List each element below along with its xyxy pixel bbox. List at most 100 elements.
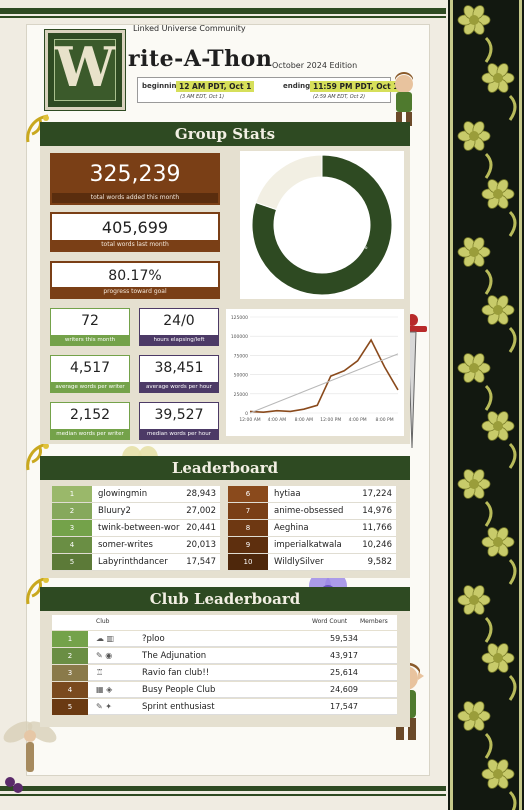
total-words-label: total words added this month bbox=[52, 193, 218, 203]
rank-badge: 3 bbox=[52, 520, 92, 536]
writer-name: anime-obsessed bbox=[274, 506, 344, 516]
rank-badge: 5 bbox=[52, 554, 92, 570]
flourish-ornament bbox=[26, 442, 49, 471]
leaderboard-row: 2 Bluury2 27,002 bbox=[52, 503, 220, 520]
writer-name: glowingmin bbox=[98, 489, 148, 499]
floral-side-border bbox=[448, 0, 524, 810]
top-border-thin bbox=[0, 16, 446, 18]
x-tick-label: 12:00 AM bbox=[239, 417, 260, 423]
members-col-header: Members bbox=[360, 618, 388, 625]
median-writer-value: 2,152 bbox=[69, 407, 111, 423]
writer-words: 9,582 bbox=[367, 557, 392, 567]
hourly-words-line-chart: 0 25000 50000 75000 100000 125000 12:00 AM 4:00… bbox=[226, 309, 404, 436]
rank-badge: 8 bbox=[228, 520, 268, 536]
y-tick-label: 0 bbox=[245, 411, 248, 417]
y-tick-label: 125000 bbox=[231, 315, 248, 321]
words-series-line bbox=[249, 338, 399, 414]
writer-words: 20,013 bbox=[186, 540, 216, 550]
total-words-value: 325,239 bbox=[89, 162, 181, 187]
club-name: The Adjunation bbox=[142, 651, 207, 661]
x-tick-label: 8:00 AM bbox=[295, 417, 314, 423]
x-tick-label: 4:00 PM bbox=[349, 417, 367, 423]
logo-letter: W bbox=[54, 35, 116, 99]
writer-words: 10,246 bbox=[362, 540, 392, 550]
dragonfly-fairy-icon bbox=[3, 721, 57, 793]
x-tick-label: 4:00 AM bbox=[268, 417, 287, 423]
leaderboard-row: 4 somer-writes 20,013 bbox=[52, 537, 220, 554]
progress-card: 80.17% progress toward goal bbox=[50, 261, 220, 299]
rank-badge: 1 bbox=[52, 631, 88, 647]
ending-label: ending: bbox=[283, 82, 313, 90]
club-word-count: 59,534 bbox=[330, 634, 358, 643]
rank-badge: 4 bbox=[52, 682, 88, 698]
last-month-card: 405,699 total words last month bbox=[50, 212, 220, 252]
club-word-count: 24,609 bbox=[330, 685, 358, 694]
last-month-value: 405,699 bbox=[101, 218, 169, 237]
writer-name: somer-writes bbox=[98, 540, 153, 550]
leaderboard-row: 5 Labyrinthdancer 17,547 bbox=[52, 554, 220, 571]
x-tick-label: 12:00 PM bbox=[320, 417, 341, 423]
writer-words: 17,547 bbox=[186, 557, 216, 567]
rank-badge: 2 bbox=[52, 648, 88, 664]
logo: W bbox=[44, 29, 126, 111]
writer-name: hytiaa bbox=[274, 489, 301, 499]
avg-hour-label: average words per hour bbox=[140, 382, 218, 392]
progress-value: 80.17% bbox=[108, 268, 162, 284]
rank-badge: 4 bbox=[52, 537, 92, 553]
top-border bbox=[0, 8, 446, 14]
club-icons: ✎ ✦ bbox=[96, 702, 112, 711]
club-word-count: 25,614 bbox=[330, 668, 358, 677]
rank-badge: 2 bbox=[52, 503, 92, 519]
ending-sub: (2:59 AM EDT, Oct 2) bbox=[313, 94, 366, 100]
avg-writer-value: 4,517 bbox=[69, 360, 111, 376]
writers-label: writers this month bbox=[51, 335, 129, 345]
leaderboard-header: Leaderboard bbox=[40, 456, 410, 480]
edition-label: October 2024 Edition bbox=[272, 61, 358, 70]
rank-badge: 10 bbox=[228, 554, 268, 570]
club-name: Ravio fan club!! bbox=[142, 668, 210, 678]
rank-badge: 6 bbox=[228, 486, 268, 502]
leaderboard-row: 3 twink-between-wor 20,441 bbox=[52, 520, 220, 537]
rank-badge: 5 bbox=[52, 699, 88, 715]
avg-hour-value: 38,451 bbox=[154, 360, 204, 376]
avg-writer-label: average words per writer bbox=[51, 382, 129, 392]
y-tick-label: 100000 bbox=[231, 334, 248, 340]
beginning-label: beginning: bbox=[142, 82, 185, 90]
writer-name: Aeghina bbox=[274, 523, 309, 533]
leaderboard-row: 10 WildlySilver 9,582 bbox=[228, 554, 396, 571]
leaderboard-row: 6 hytiaa 17,224 bbox=[228, 486, 396, 503]
club-icons: ▦ ◈ bbox=[96, 685, 113, 694]
club-row: 5 ✎ ✦ Sprint enthusiast 17,547 bbox=[52, 699, 397, 715]
total-words-card: 325,239 total words added this month bbox=[50, 153, 220, 205]
club-icons: ☁ ▥ bbox=[96, 634, 115, 643]
writer-words: 17,224 bbox=[362, 489, 392, 499]
avg-writer-card: 4,517 average words per writer bbox=[50, 355, 130, 393]
club-name: Busy People Club bbox=[142, 685, 216, 695]
leaderboard-row: 7 anime-obsessed 14,976 bbox=[228, 503, 396, 520]
club-row: 3 ♖ Ravio fan club!! 25,614 bbox=[52, 665, 397, 681]
writer-words: 20,441 bbox=[186, 523, 216, 533]
club-word-count: 43,917 bbox=[330, 651, 358, 660]
y-tick-label: 25000 bbox=[234, 392, 248, 398]
beginning-value: 12 AM PDT, Oct 1 bbox=[176, 81, 255, 92]
avg-hour-card: 38,451 average words per hour bbox=[139, 355, 219, 393]
club-name: Sprint enthusiast bbox=[142, 702, 215, 712]
club-row: 1 ☁ ▥ ?ploo 59,534 bbox=[52, 631, 397, 647]
writer-name: WildlySilver bbox=[274, 557, 324, 567]
club-name: ?ploo bbox=[142, 634, 165, 644]
median-hour-label: median words per hour bbox=[140, 429, 218, 439]
x-tick-label: 8:00 PM bbox=[375, 417, 393, 423]
donut-slice-label: 80.2% bbox=[348, 244, 367, 251]
y-tick-label: 75000 bbox=[234, 353, 248, 359]
event-time-box: beginning: 12 AM PDT, Oct 1 (3 AM EDT, O… bbox=[137, 77, 402, 103]
progress-donut-chart: 80.2% bbox=[240, 151, 404, 299]
donut-slice bbox=[255, 154, 323, 211]
rank-badge: 9 bbox=[228, 537, 268, 553]
page-title: rite-A-Thon bbox=[128, 46, 273, 72]
y-tick-label: 50000 bbox=[234, 373, 248, 379]
wordcount-col-header: Word Count bbox=[312, 618, 348, 625]
hours-label: hours elapsing/left bbox=[140, 335, 218, 345]
ending-value: 11:59 PM PDT, Oct 1 bbox=[310, 81, 402, 92]
leaderboard-row: 1 glowingmin 28,943 bbox=[52, 486, 220, 503]
hours-card: 24/0 hours elapsing/left bbox=[139, 308, 219, 346]
